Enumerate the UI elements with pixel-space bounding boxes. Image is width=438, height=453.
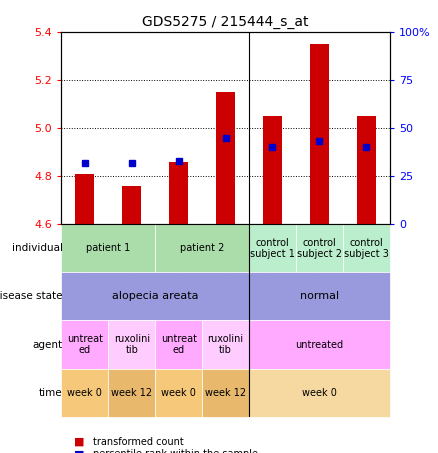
Bar	[61, 224, 155, 272]
Bar	[263, 116, 282, 224]
Bar	[155, 224, 249, 272]
Bar	[61, 272, 249, 321]
Bar	[169, 162, 188, 224]
Bar	[249, 321, 390, 369]
Text: control
subject 2: control subject 2	[297, 238, 342, 259]
Bar	[343, 224, 390, 272]
Text: untreat
ed: untreat ed	[161, 334, 197, 355]
Text: control
subject 3: control subject 3	[344, 238, 389, 259]
Title: GDS5275 / 215444_s_at: GDS5275 / 215444_s_at	[142, 15, 309, 29]
Bar	[122, 186, 141, 224]
Text: untreat
ed: untreat ed	[67, 334, 103, 355]
Text: patient 2: patient 2	[180, 243, 224, 253]
Bar	[108, 369, 155, 417]
Bar	[296, 224, 343, 272]
Bar	[310, 44, 329, 224]
Text: ■: ■	[74, 449, 85, 453]
Bar	[249, 224, 296, 272]
Bar	[108, 321, 155, 369]
Text: week 0: week 0	[67, 388, 102, 398]
Text: week 0: week 0	[302, 388, 337, 398]
Text: week 12: week 12	[205, 388, 246, 398]
Text: agent: agent	[32, 340, 63, 350]
Text: ruxolini
tib: ruxolini tib	[113, 334, 150, 355]
Text: week 0: week 0	[161, 388, 196, 398]
Text: transformed count: transformed count	[92, 437, 183, 447]
Bar	[357, 116, 376, 224]
Text: untreated: untreated	[295, 340, 343, 350]
Text: normal: normal	[300, 291, 339, 301]
Text: ruxolini
tib: ruxolini tib	[208, 334, 244, 355]
Bar	[202, 321, 249, 369]
Bar	[75, 173, 94, 224]
Bar	[61, 321, 108, 369]
Text: disease state: disease state	[0, 291, 63, 301]
Bar	[155, 321, 202, 369]
Bar	[61, 369, 108, 417]
Text: control
subject 1: control subject 1	[250, 238, 295, 259]
Text: time: time	[39, 388, 63, 398]
Bar	[249, 272, 390, 321]
Bar	[155, 369, 202, 417]
Text: ■: ■	[74, 437, 85, 447]
Text: individual: individual	[12, 243, 63, 253]
Bar	[249, 369, 390, 417]
Bar	[216, 92, 235, 224]
Bar	[202, 369, 249, 417]
Text: percentile rank within the sample: percentile rank within the sample	[92, 449, 258, 453]
Text: patient 1: patient 1	[86, 243, 131, 253]
Text: week 12: week 12	[111, 388, 152, 398]
Text: alopecia areata: alopecia areata	[112, 291, 198, 301]
